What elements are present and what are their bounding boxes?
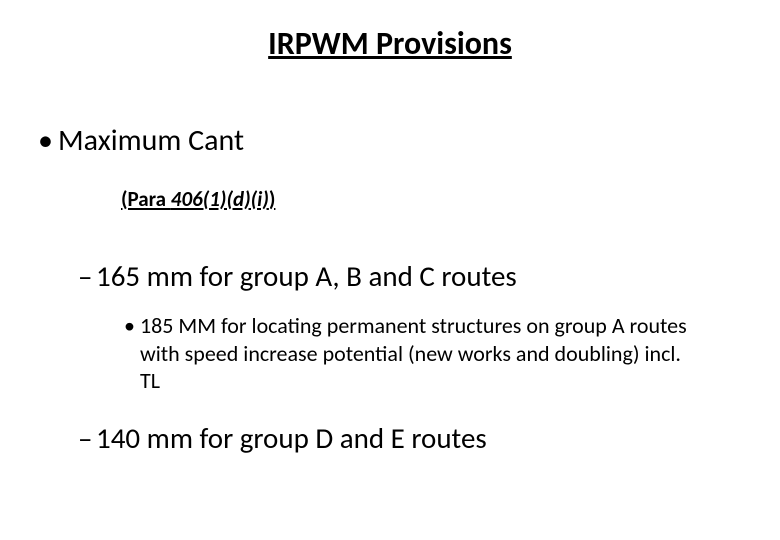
para-prefix: (Para: [121, 186, 171, 212]
bullet-maximum-cant: Maximum Cant: [58, 122, 244, 159]
sub-bullet-140mm: 140 mm for group D and E routes: [96, 420, 487, 456]
para-reference: (Para 406(1)(d)(i)): [121, 186, 275, 212]
sub-bullet-185mm-note: 185 MM for locating permanent structures…: [140, 312, 690, 395]
slide: IRPWM Provisions Maximum Cant (Para 406(…: [0, 0, 780, 540]
para-citation: 406(1)(d)(i): [171, 186, 269, 212]
slide-title: IRPWM Provisions: [0, 24, 780, 63]
para-suffix: ): [269, 186, 276, 212]
sub-bullet-165mm: 165 mm for group A, B and C routes: [96, 258, 517, 294]
